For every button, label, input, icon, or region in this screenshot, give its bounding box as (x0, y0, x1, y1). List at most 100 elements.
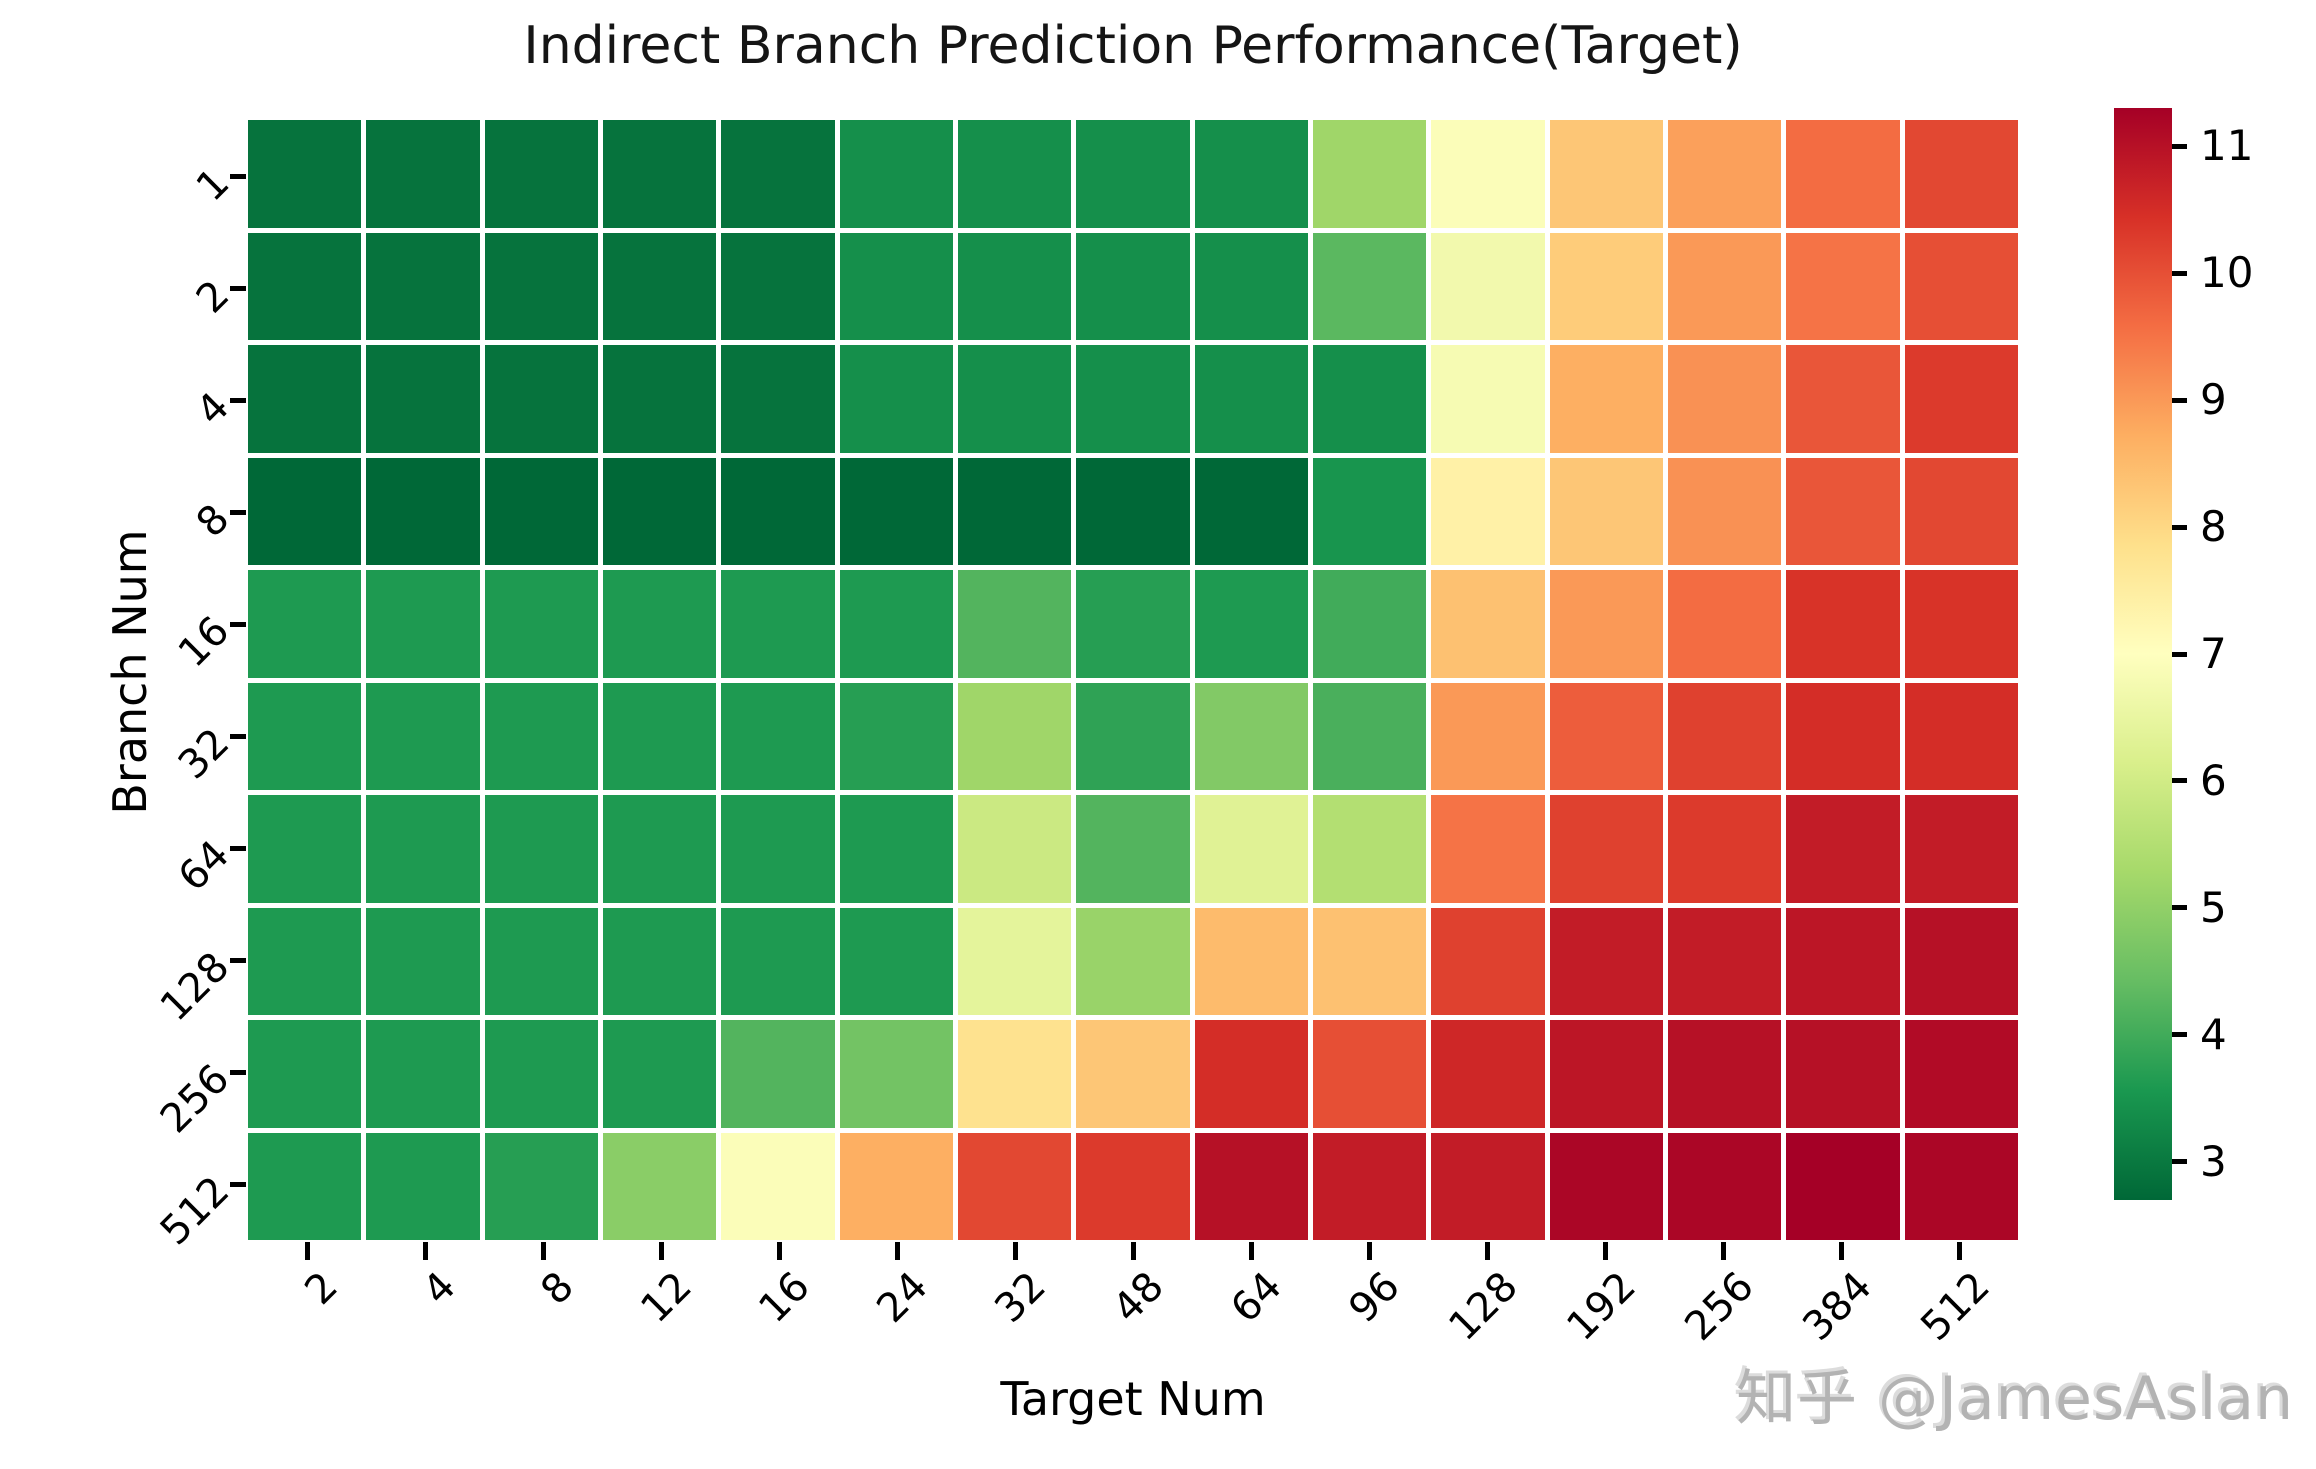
colorbar-tick-mark (2172, 397, 2187, 403)
heatmap-cell (1668, 120, 1782, 228)
heatmap-cell (603, 120, 717, 228)
y-tick-mark (230, 621, 246, 627)
heatmap-cell (839, 1132, 953, 1240)
colorbar-tick-label: 10 (2200, 248, 2254, 298)
heatmap-cell (1786, 345, 1900, 453)
heatmap-cell (721, 795, 835, 903)
heatmap-cell (1313, 345, 1427, 453)
x-tick-mark (658, 1242, 664, 1260)
heatmap-cell (1668, 1132, 1782, 1240)
heatmap-cell (1313, 1020, 1427, 1128)
heatmap-cell (248, 907, 362, 1015)
heatmap-cell (1313, 232, 1427, 340)
heatmap-cell (1904, 570, 2018, 678)
heatmap-cell (839, 457, 953, 565)
x-tick-mark (304, 1242, 310, 1260)
heatmap-cell (721, 570, 835, 678)
heatmap-cell (1313, 120, 1427, 228)
heatmap-cell (1904, 795, 2018, 903)
heatmap-cell (1313, 795, 1427, 903)
heatmap-cell (603, 345, 717, 453)
heatmap-cell (484, 1132, 598, 1240)
heatmap-cell (1668, 795, 1782, 903)
heatmap-cell (248, 682, 362, 790)
heatmap-cell (1194, 1020, 1308, 1128)
heatmap-cell (603, 232, 717, 340)
x-tick-mark (422, 1242, 428, 1260)
colorbar-tick-label: 8 (2200, 502, 2227, 552)
x-tick-mark (894, 1242, 900, 1260)
heatmap-cell (1076, 795, 1190, 903)
heatmap-cell (1549, 1020, 1663, 1128)
heatmap-cell (1904, 1132, 2018, 1240)
y-tick-mark (230, 285, 246, 291)
heatmap-cell (1549, 907, 1663, 1015)
heatmap-cell (484, 345, 598, 453)
heatmap-cell (721, 1020, 835, 1128)
heatmap-cell (1786, 682, 1900, 790)
x-tick-mark (1248, 1242, 1254, 1260)
heatmap-cell (248, 457, 362, 565)
heatmap-cell (484, 120, 598, 228)
heatmap-cell (1668, 570, 1782, 678)
colorbar-tick-label: 7 (2200, 629, 2227, 678)
x-tick-mark (1484, 1242, 1490, 1260)
heatmap-cell (1549, 570, 1663, 678)
heatmap-cell (484, 907, 598, 1015)
heatmap-cell (1904, 120, 2018, 228)
y-tick-mark (230, 1181, 246, 1187)
heatmap-cell (248, 120, 362, 228)
colorbar-tick-label: 3 (2200, 1136, 2227, 1186)
heatmap-cell (603, 682, 717, 790)
x-tick-mark (1838, 1242, 1844, 1260)
x-tick-mark (1366, 1242, 1372, 1260)
x-tick-mark (776, 1242, 782, 1260)
heatmap-cell (1549, 1132, 1663, 1240)
heatmap-cell (958, 795, 1072, 903)
heatmap-cell (603, 457, 717, 565)
y-tick-mark (230, 397, 246, 403)
heatmap-cell (484, 682, 598, 790)
heatmap-cell (1904, 682, 2018, 790)
colorbar-tick-mark (2172, 651, 2187, 657)
heatmap-cell (1786, 570, 1900, 678)
heatmap-cell (1313, 457, 1427, 565)
heatmap-cell (839, 682, 953, 790)
heatmap-cell (1194, 120, 1308, 228)
heatmap-cell (1313, 682, 1427, 790)
heatmap-cell (1904, 232, 2018, 340)
heatmap-cell (1668, 907, 1782, 1015)
watermark-text: 知乎 @JamesAslan (1736, 1364, 2294, 1434)
heatmap-cell (1194, 457, 1308, 565)
x-tick-mark (1602, 1242, 1608, 1260)
heatmap-cell (1431, 120, 1545, 228)
heatmap-cell (603, 1132, 717, 1240)
colorbar-tick-label: 4 (2200, 1009, 2227, 1059)
heatmap-cell (1194, 682, 1308, 790)
heatmap-cell (248, 570, 362, 678)
x-tick-mark (1956, 1242, 1962, 1260)
heatmap-cell (1786, 907, 1900, 1015)
heatmap-cell (1431, 1132, 1545, 1240)
heatmap-cell (248, 345, 362, 453)
heatmap-cell (248, 1020, 362, 1128)
heatmap-cell (1076, 232, 1190, 340)
heatmap-cell (484, 570, 598, 678)
heatmap-cell (958, 1020, 1072, 1128)
heatmap-cell (1786, 120, 1900, 228)
heatmap-cell (1076, 570, 1190, 678)
heatmap-cell (1904, 457, 2018, 565)
colorbar-tick-mark (2172, 778, 2187, 784)
heatmap-cell (958, 232, 1072, 340)
heatmap-cell (248, 232, 362, 340)
colorbar-tick-mark (2172, 524, 2187, 530)
heatmap-cell (484, 457, 598, 565)
y-axis-title: Branch Num (103, 529, 157, 815)
heatmap-cell (721, 682, 835, 790)
heatmap-cell (839, 232, 953, 340)
heatmap-cell (958, 907, 1072, 1015)
heatmap-cell (366, 457, 480, 565)
heatmap-cell (721, 907, 835, 1015)
y-tick-mark (230, 1069, 246, 1075)
